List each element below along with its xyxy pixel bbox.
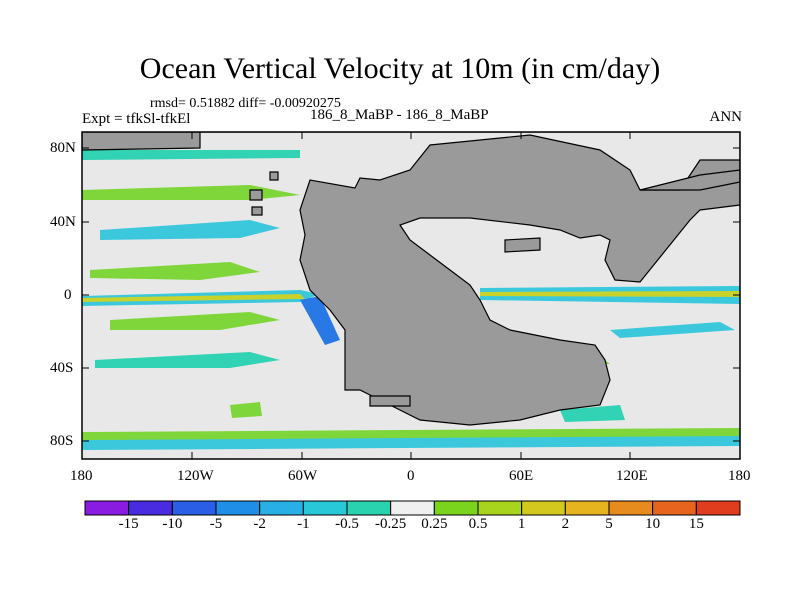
colorbar-swatch	[477, 500, 523, 516]
plot-title: Ocean Vertical Velocity at 10m (in cm/da…	[139, 52, 661, 85]
south-patch-1	[230, 402, 262, 418]
season-label: ANN	[709, 109, 743, 125]
colorbar-swatch	[521, 500, 566, 516]
lat-label-80s: 80S	[50, 433, 74, 449]
south-patch-2	[560, 405, 625, 422]
colorbar-label: 1	[517, 516, 526, 532]
colorbar-swatch	[346, 500, 392, 516]
lon-label-180w: 180	[70, 468, 93, 484]
tropical-band-north	[90, 262, 260, 280]
colorbar-swatch	[259, 500, 304, 516]
colorbar-label: 0.5	[468, 516, 488, 532]
lon-label-0: 0	[407, 468, 415, 484]
colorbar-label: -0.5	[335, 516, 359, 532]
colorbar-swatch	[433, 500, 479, 516]
lon-label-120w: 120W	[177, 468, 214, 484]
tropical-band-south	[110, 312, 280, 330]
lon-label-120e: 120E	[616, 468, 648, 484]
colorbar-swatch	[302, 500, 348, 516]
coastal-upwelling-west	[300, 296, 340, 345]
north-pacific-band	[82, 185, 300, 200]
north-pacific-subtropical	[100, 220, 280, 240]
stats-line: rmsd= 0.51882 diff= -0.00920275	[150, 96, 341, 111]
south-pacific-band	[95, 352, 280, 368]
colorbar-swatch	[84, 500, 130, 516]
inland-sea-islands	[504, 237, 541, 253]
colorbar-label: -5	[209, 516, 223, 532]
north-atlantic-island-2	[251, 206, 263, 216]
equatorial-core-indian	[480, 291, 740, 297]
lat-label-80n: 80N	[50, 140, 76, 156]
colorbar-label: 5	[605, 516, 613, 532]
colorbar-label: -15	[118, 516, 139, 532]
colorbar-label: -1	[297, 516, 310, 532]
case-label: 186_8_MaBP - 186_8_MaBP	[310, 107, 489, 123]
lat-label-eq: 0	[64, 287, 72, 303]
colorbar-swatch	[695, 500, 741, 516]
colorbar-swatch	[608, 500, 654, 516]
colorbar-swatch	[171, 500, 217, 516]
equatorial-core-pacific	[82, 294, 305, 302]
arctic-band	[82, 150, 300, 160]
colorbar-label: -0.25	[375, 516, 407, 532]
north-atlantic-island	[249, 189, 263, 201]
colorbar-label: -2	[253, 516, 266, 532]
colorbar-swatch	[652, 500, 697, 516]
east-indian-band	[610, 322, 735, 338]
colorbar-swatch	[215, 500, 261, 516]
colorbar-swatch	[564, 500, 610, 516]
lon-label-60e: 60E	[509, 468, 534, 484]
colorbar-swatch	[390, 500, 435, 516]
lon-label-60w: 60W	[288, 468, 318, 484]
arctic-island	[269, 171, 279, 181]
colorbar-label: -10	[162, 516, 183, 532]
north-east-asia	[639, 169, 740, 191]
colorbar-label: 10	[645, 516, 661, 532]
experiment-label: Expt = tfkSl-tfkEl	[82, 111, 191, 127]
lat-label-40s: 40S	[50, 360, 74, 376]
lat-label-40n: 40N	[50, 214, 76, 230]
colorbar-label: 2	[561, 516, 570, 532]
colorbar-swatch	[128, 500, 173, 516]
axis-ticks	[81, 132, 741, 459]
southern-tip	[369, 395, 411, 407]
lon-label-180e: 180	[728, 468, 751, 484]
arctic-landmass	[82, 132, 201, 151]
colorbar-label: 15	[688, 516, 704, 532]
landmass	[82, 132, 740, 426]
colorbar-label: 0.25	[421, 516, 448, 532]
southern-ocean-core	[82, 436, 740, 450]
continent-main	[82, 132, 740, 426]
